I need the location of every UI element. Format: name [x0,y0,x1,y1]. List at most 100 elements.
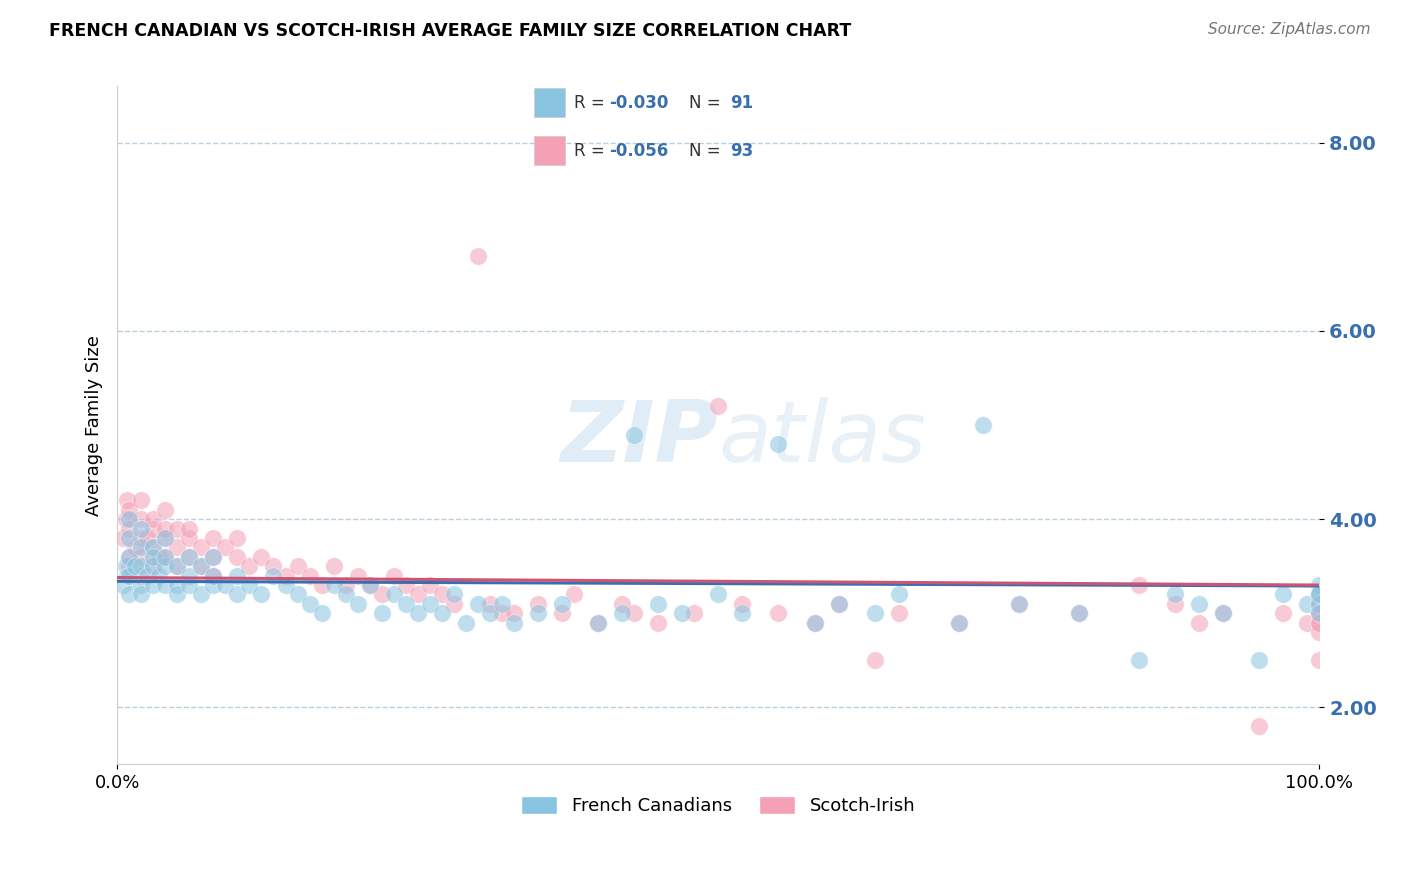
Point [623,607,645,621]
Point [298,568,321,582]
Point [370,607,392,621]
Point [359,578,381,592]
Point [118,549,141,564]
Point [406,587,429,601]
FancyBboxPatch shape [534,88,565,117]
Point [118,512,141,526]
Point [214,578,236,592]
Point [443,597,465,611]
Point [179,549,201,564]
Point [610,607,633,621]
Point [148,568,170,582]
Point [322,578,344,592]
FancyBboxPatch shape [534,136,565,165]
Point [683,607,706,621]
Point [551,607,574,621]
Point [129,531,152,545]
Point [155,578,177,592]
Point [129,522,152,536]
Point [129,578,152,592]
Point [155,549,177,564]
Point [768,437,790,451]
Point [250,587,273,601]
Point [250,549,273,564]
Text: -0.030: -0.030 [609,94,668,112]
Point [263,568,285,582]
Point [226,549,249,564]
Point [142,541,165,555]
Point [1164,587,1187,601]
Point [274,578,297,592]
Point [478,597,501,611]
Point [370,587,392,601]
Point [155,549,177,564]
Point [863,653,886,667]
Point [311,578,333,592]
Point [887,587,910,601]
Point [148,549,170,564]
Point [142,578,165,592]
Point [190,559,212,574]
Point [129,541,152,555]
Point [190,541,212,555]
Point [467,597,489,611]
Point [202,549,225,564]
Point [419,578,441,592]
Point [112,531,135,545]
Text: atlas: atlas [718,397,927,480]
Point [1308,615,1330,630]
Point [863,607,886,621]
Text: R =: R = [574,142,610,161]
Point [166,541,188,555]
Point [359,578,381,592]
Point [287,559,309,574]
Point [1249,719,1271,733]
Point [972,418,994,433]
Point [298,597,321,611]
Text: N =: N = [689,94,725,112]
Point [114,512,136,526]
Point [1272,587,1295,601]
Point [707,587,730,601]
Point [586,615,609,630]
Point [202,531,225,545]
Point [142,549,165,564]
Text: R =: R = [574,94,610,112]
Point [155,531,177,545]
Point [1308,578,1330,592]
Point [155,531,177,545]
Point [1188,615,1211,630]
Point [1296,597,1319,611]
Point [887,607,910,621]
Point [226,587,249,601]
Point [142,559,165,574]
Point [768,607,790,621]
Point [136,568,159,582]
Point [467,249,489,263]
Point [142,559,165,574]
Point [129,568,152,582]
Point [1308,625,1330,640]
Point [647,615,669,630]
Point [179,568,201,582]
Text: FRENCH CANADIAN VS SCOTCH-IRISH AVERAGE FAMILY SIZE CORRELATION CHART: FRENCH CANADIAN VS SCOTCH-IRISH AVERAGE … [49,22,852,40]
Point [238,578,260,592]
Point [503,615,526,630]
Point [1308,587,1330,601]
Point [155,559,177,574]
Point [129,493,152,508]
Point [118,587,141,601]
Text: ZIP: ZIP [561,397,718,480]
Point [226,568,249,582]
Point [1128,653,1150,667]
Point [166,578,188,592]
Point [491,607,513,621]
Point [118,568,141,582]
Point [124,541,146,555]
Point [166,559,188,574]
Point [124,559,146,574]
Text: N =: N = [689,142,725,161]
Point [166,587,188,601]
Point [803,615,825,630]
Point [226,531,249,545]
